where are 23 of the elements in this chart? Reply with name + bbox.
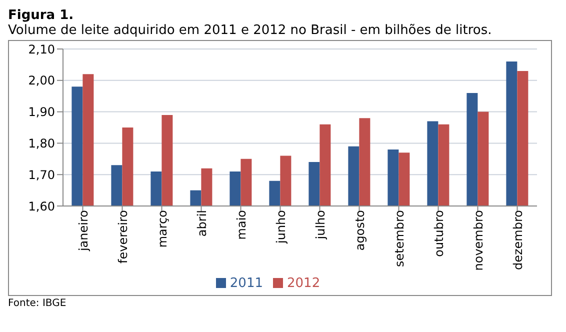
x-tick-label: dezembro: [510, 210, 525, 270]
x-tick-label: novembro: [471, 210, 486, 271]
chart-title: Figura 1.: [8, 8, 75, 23]
legend-label: 2011: [230, 276, 263, 291]
source-note: Fonte: IBGE: [8, 298, 68, 309]
y-tick-label: 2,10: [28, 42, 55, 56]
y-tick-label: 1,80: [28, 136, 55, 150]
x-tick-label: março: [155, 210, 170, 248]
x-tick-label: janeiro: [76, 210, 90, 252]
x-tick-label: abril: [194, 210, 209, 237]
x-tick-label: fevereiro: [116, 210, 130, 264]
x-tick-label: outubro: [432, 210, 446, 257]
x-tick-label: julho: [313, 210, 328, 240]
x-tick-label: agosto: [352, 210, 367, 251]
legend-label: 2012: [287, 276, 320, 291]
x-tick-label: maio: [234, 210, 248, 240]
x-tick-label: junho: [274, 210, 288, 244]
y-tick-label: 1,60: [28, 199, 55, 214]
y-tick-label: 1,90: [28, 105, 55, 120]
chart-subtitle: Volume de leite adquirido em 2011 e 2012 no Brasil - em bilhões de litros.: [8, 23, 493, 38]
y-tick-label: 1,70: [28, 168, 55, 182]
y-tick-label: 2,00: [28, 74, 55, 88]
x-tick-label: setembro: [392, 210, 406, 268]
